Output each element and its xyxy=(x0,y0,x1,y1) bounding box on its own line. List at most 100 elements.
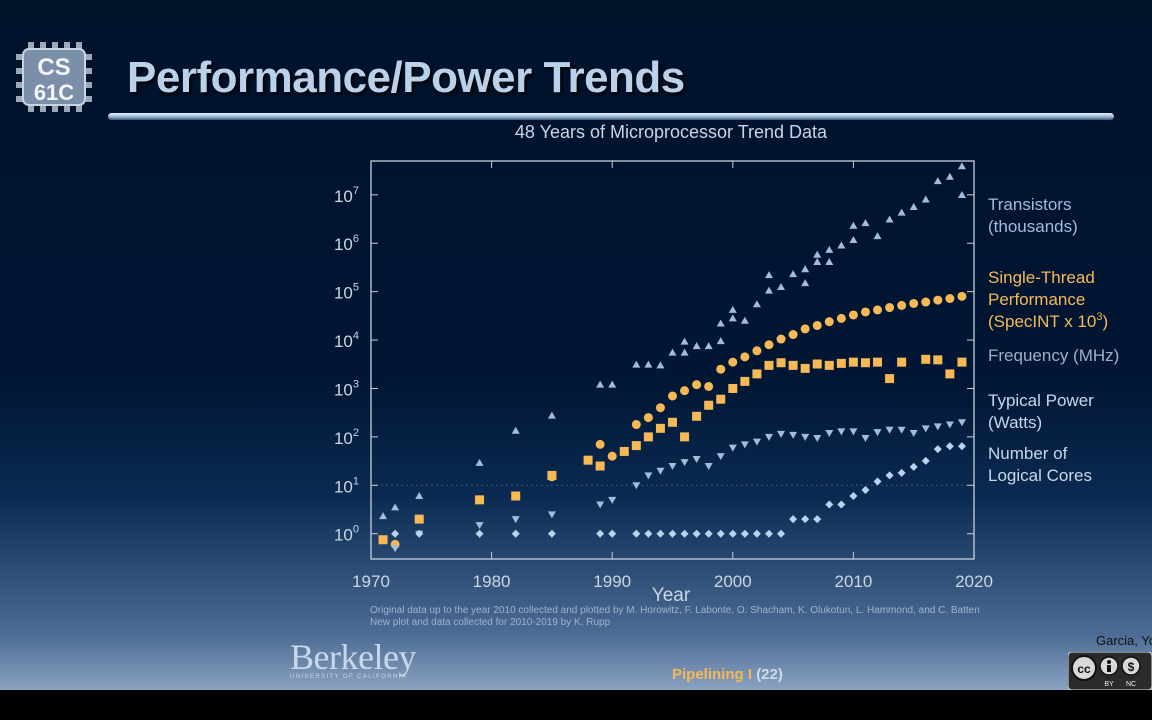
transistor-point xyxy=(777,282,786,290)
power-point xyxy=(873,429,882,437)
cores-point xyxy=(704,529,713,538)
power-point xyxy=(391,545,400,553)
berkeley-wordmark: Berkeley xyxy=(290,637,416,677)
performance-point xyxy=(873,305,883,315)
cc-icon xyxy=(1071,655,1097,681)
cores-point xyxy=(415,529,424,538)
transistor-point xyxy=(716,319,725,327)
power-point xyxy=(789,431,798,439)
transistor-point xyxy=(752,300,761,308)
transistor-point xyxy=(909,203,918,211)
frequency-point xyxy=(414,514,424,524)
cs61c-chip-logo: CS 61C xyxy=(16,42,92,112)
performance-point xyxy=(752,346,762,356)
cores-point xyxy=(716,529,725,538)
power-point xyxy=(511,516,520,524)
power-point xyxy=(668,463,677,471)
y-axis: 100 101 102 103 104 105 106 107 xyxy=(334,185,974,545)
power-point xyxy=(945,421,954,429)
performance-point xyxy=(933,295,943,305)
performance-point xyxy=(776,334,786,344)
power-point xyxy=(692,455,701,463)
frequency-point xyxy=(752,369,762,379)
license-by-label: BY xyxy=(1104,681,1114,688)
berkeley-logo: Berkeley UNIVERSITY OF CALIFORNIA xyxy=(290,637,416,680)
license-nc-label: NC xyxy=(1126,681,1136,688)
transistor-point xyxy=(740,316,749,324)
trend-chart: 48 Years of Microprocessor Trend Data 10… xyxy=(334,122,1119,606)
x-tick-label: 2000 xyxy=(714,572,752,591)
transistor-point xyxy=(873,232,882,240)
cores-point xyxy=(861,485,870,494)
legend-frequency: Frequency (MHz) xyxy=(988,346,1119,365)
transistor-point xyxy=(813,250,822,258)
x-tick-label: 2020 xyxy=(955,572,993,591)
transistor-point xyxy=(957,162,966,170)
y-tick-label: 107 xyxy=(334,185,359,206)
power-point xyxy=(813,434,822,442)
transistor-point xyxy=(415,492,424,500)
cores-point xyxy=(945,442,954,451)
transistor-point xyxy=(849,221,858,229)
performance-point xyxy=(728,357,738,367)
performance-point xyxy=(848,310,858,320)
performance-point xyxy=(885,303,895,313)
performance-point xyxy=(764,340,774,350)
cores-point xyxy=(656,529,665,538)
power-point xyxy=(897,426,906,434)
transistor-point xyxy=(849,235,858,243)
cores-point xyxy=(680,529,689,538)
performance-point xyxy=(860,307,870,317)
transistor-point xyxy=(957,191,966,199)
logo-text-cs: CS xyxy=(37,54,70,81)
frequency-point xyxy=(933,355,943,365)
transistor-point xyxy=(801,265,810,273)
transistor-point xyxy=(861,219,870,227)
svg-text:$: $ xyxy=(1128,660,1135,674)
x-tick-label: 1970 xyxy=(352,572,390,591)
transistor-point xyxy=(668,348,677,356)
frequency-point xyxy=(595,461,605,471)
frequency-point xyxy=(776,358,786,368)
power-point xyxy=(680,459,689,467)
letterbox-bar xyxy=(0,690,1152,720)
footer-page-number: (22) xyxy=(756,666,783,683)
frequency-point xyxy=(824,360,834,370)
cores-point xyxy=(752,529,761,538)
y-tick-label: 100 xyxy=(334,524,359,545)
frequency-point xyxy=(921,354,931,364)
transistor-point xyxy=(921,195,930,203)
y-tick-label: 103 xyxy=(334,378,359,399)
transistor-point xyxy=(656,361,665,369)
performance-point xyxy=(692,380,702,390)
power-point xyxy=(632,482,641,490)
legend-performance: Single-Thread Performance (SpecINT x 103… xyxy=(988,268,1108,331)
power-point xyxy=(716,453,725,461)
author-text: Garcia, Yo xyxy=(1096,633,1152,648)
transistor-point xyxy=(511,426,520,434)
cores-point xyxy=(789,515,798,524)
cores-point xyxy=(644,529,653,538)
cores-point xyxy=(728,529,737,538)
cores-point xyxy=(547,529,556,538)
cores-point xyxy=(921,456,930,465)
berkeley-subtitle: UNIVERSITY OF CALIFORNIA xyxy=(290,674,408,680)
transistor-point xyxy=(716,337,725,345)
transistor-point xyxy=(837,241,846,249)
power-point xyxy=(849,428,858,436)
frequency-point xyxy=(668,417,677,427)
performance-point xyxy=(897,300,907,310)
data-marks xyxy=(378,162,967,553)
credits-line-2: New plot and data collected for 2010-201… xyxy=(370,617,611,628)
transistor-point xyxy=(885,215,894,223)
frequency-point xyxy=(583,455,593,465)
power-point xyxy=(837,428,846,436)
footer-topic: Pipelining I xyxy=(672,666,753,683)
transistor-point xyxy=(632,360,641,368)
y-tick-label: 105 xyxy=(334,282,359,303)
performance-point xyxy=(595,439,605,449)
cores-point xyxy=(391,529,400,538)
performance-point xyxy=(824,317,834,327)
frequency-point xyxy=(716,394,726,404)
frequency-point xyxy=(885,374,895,384)
